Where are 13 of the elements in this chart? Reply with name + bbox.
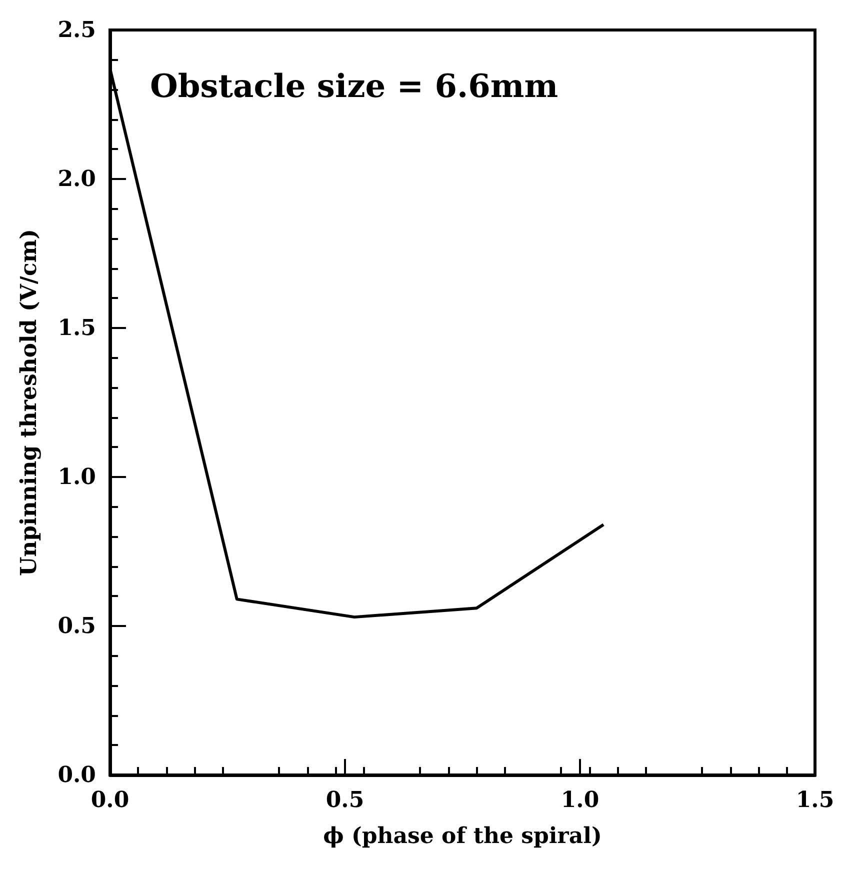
x-tick-label: 1.5 xyxy=(796,787,834,813)
y-tick-label: 2.0 xyxy=(58,166,96,192)
y-tick-label: 0.0 xyxy=(58,762,96,788)
x-tick-label: 1.0 xyxy=(560,787,600,813)
y-tick-label: 1.5 xyxy=(58,315,96,341)
annotation: Obstacle size = 6.6mm xyxy=(150,67,558,105)
y-tick-label: 0.5 xyxy=(58,613,96,639)
x-tick-label: 0.0 xyxy=(90,787,130,813)
y-axis-title: Unpinning threshold (V/cm) xyxy=(16,228,42,576)
x-axis-title: ϕ (phase of the spiral) xyxy=(323,823,602,849)
y-tick-label: 1.0 xyxy=(58,464,96,490)
x-tick-label: 0.5 xyxy=(326,787,364,813)
y-tick-label: 2.5 xyxy=(58,17,96,43)
